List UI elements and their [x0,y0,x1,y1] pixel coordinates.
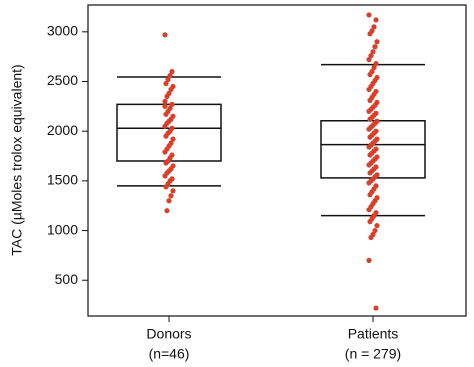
y-tick-label: 500 [55,271,79,287]
y-tick-label: 1500 [47,172,78,188]
data-point [162,123,168,129]
data-point [162,173,168,179]
data-point [367,134,373,140]
data-point [169,101,175,107]
data-point [371,64,377,71]
data-point [170,188,176,194]
data-point [168,86,174,93]
data-point [170,136,176,142]
data-point [366,126,372,132]
data-point [169,68,175,75]
data-point [367,97,373,103]
data-point [373,17,379,23]
data-point [163,184,169,190]
y-tick-label: 2000 [47,122,78,138]
data-point [366,257,372,263]
data-point [366,108,372,114]
data-point [372,44,378,50]
x-tick-label: Donors [146,326,191,342]
data-point [371,24,377,30]
data-point [164,208,170,214]
data-point [163,111,169,117]
data-point [366,144,372,150]
data-point [367,31,373,37]
data-point [367,219,373,225]
data-point [366,86,372,93]
data-point [366,207,372,213]
data-point [166,198,172,204]
data-point [164,93,170,100]
data-point [366,12,372,18]
data-point [374,39,380,45]
data-point [366,180,372,186]
y-tick-label: 3000 [47,23,78,39]
data-point [168,193,174,199]
data-point [165,76,171,83]
data-point [373,61,379,67]
data-point [373,305,379,311]
data-point [163,160,169,166]
data-point [162,98,168,104]
plot-frame [87,4,467,317]
data-point [162,103,168,109]
data-point [163,80,169,87]
category-note: (n=46) [149,346,190,362]
data-point [162,32,168,38]
x-tick-label: Patients [348,326,399,342]
data-point [167,72,173,79]
data-point [367,152,373,158]
y-tick-label: 2500 [47,72,78,88]
y-axis-label: TAC (µMoles trolox equivalent) [9,64,25,255]
data-point [367,192,373,198]
data-point [368,53,374,59]
data-point [366,57,372,63]
data-point [367,116,373,122]
data-point [374,222,380,229]
category-note: (n = 279) [345,346,401,362]
data-point [368,234,374,241]
data-point [372,227,378,234]
data-point [163,133,169,139]
data-point [367,170,373,176]
data-point [162,149,168,155]
data-point [367,71,373,78]
data-point [366,162,372,168]
data-point [370,49,376,55]
y-tick-label: 1000 [47,221,78,237]
